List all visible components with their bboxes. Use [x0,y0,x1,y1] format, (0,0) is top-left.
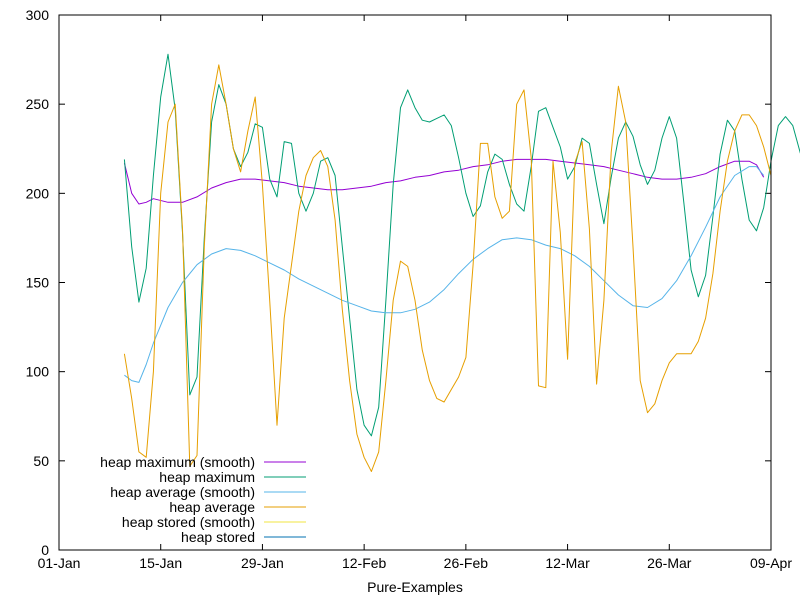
x-tick-label: 12-Mar [545,555,590,571]
y-tick-label: 300 [26,7,50,23]
y-tick-label: 50 [33,453,49,469]
y-tick-label: 200 [26,185,50,201]
ticks-layer: 0 50 100 150 200 250 300 01-Jan 15-Jan 29-Jan 12-F… [26,7,793,571]
x-tick-label: 26-Feb [444,555,489,571]
y-tick-label: 150 [26,275,50,291]
x-tick-label: 09-Apr [750,555,792,571]
y-tick-label: 100 [26,364,50,380]
legend-label: heap maximum (smooth) [100,454,255,470]
series-layer [123,53,800,472]
x-tick-label: 15-Jan [139,555,182,571]
x-tick-label: 29-Jan [241,555,284,571]
y-tick-label: 250 [26,96,50,112]
x-axis-label: Pure-Examples [367,579,463,595]
x-tick-label: 12-Feb [342,555,387,571]
y-tick-label: 0 [41,542,49,558]
plot-frame [58,14,772,551]
legend-label: heap stored (smooth) [122,514,255,530]
series-line-3 [123,64,772,472]
series-line-1 [123,53,800,437]
legend-label: heap maximum [159,469,255,485]
series-line-0 [123,158,765,205]
legend-label: heap average [169,499,255,515]
legend-label: heap average (smooth) [110,484,255,500]
series-line-2 [124,166,765,383]
x-tick-label: 26-Mar [647,555,692,571]
legend-label: heap stored [181,529,255,545]
x-tick-label: 01-Jan [38,555,81,571]
